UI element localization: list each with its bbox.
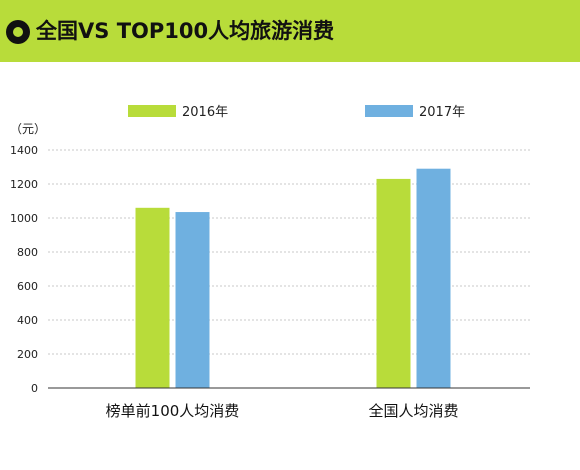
bar-2-series-2 [416, 168, 451, 388]
bar-2-series-1 [376, 178, 411, 388]
y-tick-label: 1000 [10, 212, 38, 225]
gridlines [48, 149, 530, 355]
y-tick-label: 400 [17, 314, 38, 327]
category-label: 榜单前100人均消费 [106, 402, 240, 420]
legend: 2016年 2017年 [128, 105, 465, 120]
category-label: 全国人均消费 [368, 402, 458, 420]
chart-title: 全国VS TOP100人均旅游消费 [36, 19, 335, 43]
y-axis-unit-label: （元） [10, 122, 46, 136]
title-banner: 全国VS TOP100人均旅游消费 [0, 0, 580, 62]
y-tick-label: 600 [17, 280, 38, 293]
legend-label: 2017年 [419, 105, 465, 120]
legend-swatch-2 [365, 105, 413, 117]
y-tick-label: 200 [17, 348, 38, 361]
legend-label: 2016年 [182, 105, 228, 120]
y-tick-label: 800 [17, 246, 38, 259]
bars [135, 168, 451, 388]
y-tick-label: 0 [31, 382, 38, 395]
legend-swatch-1 [128, 105, 176, 117]
bar-1-series-2 [175, 212, 210, 388]
y-tick-label: 1400 [10, 144, 38, 157]
y-axis-ticks: 0 200 400 600 800 1000 1200 1400 [10, 144, 38, 395]
bar-1-series-1 [135, 207, 170, 388]
category-labels: 榜单前100人均消费 全国人均消费 [106, 402, 459, 420]
bar-chart: 2016年 2017年 （元） 0 200 400 600 800 1000 1200 1400… [10, 105, 530, 420]
y-tick-label: 1200 [10, 178, 38, 191]
ring-bullet-icon [6, 20, 30, 44]
